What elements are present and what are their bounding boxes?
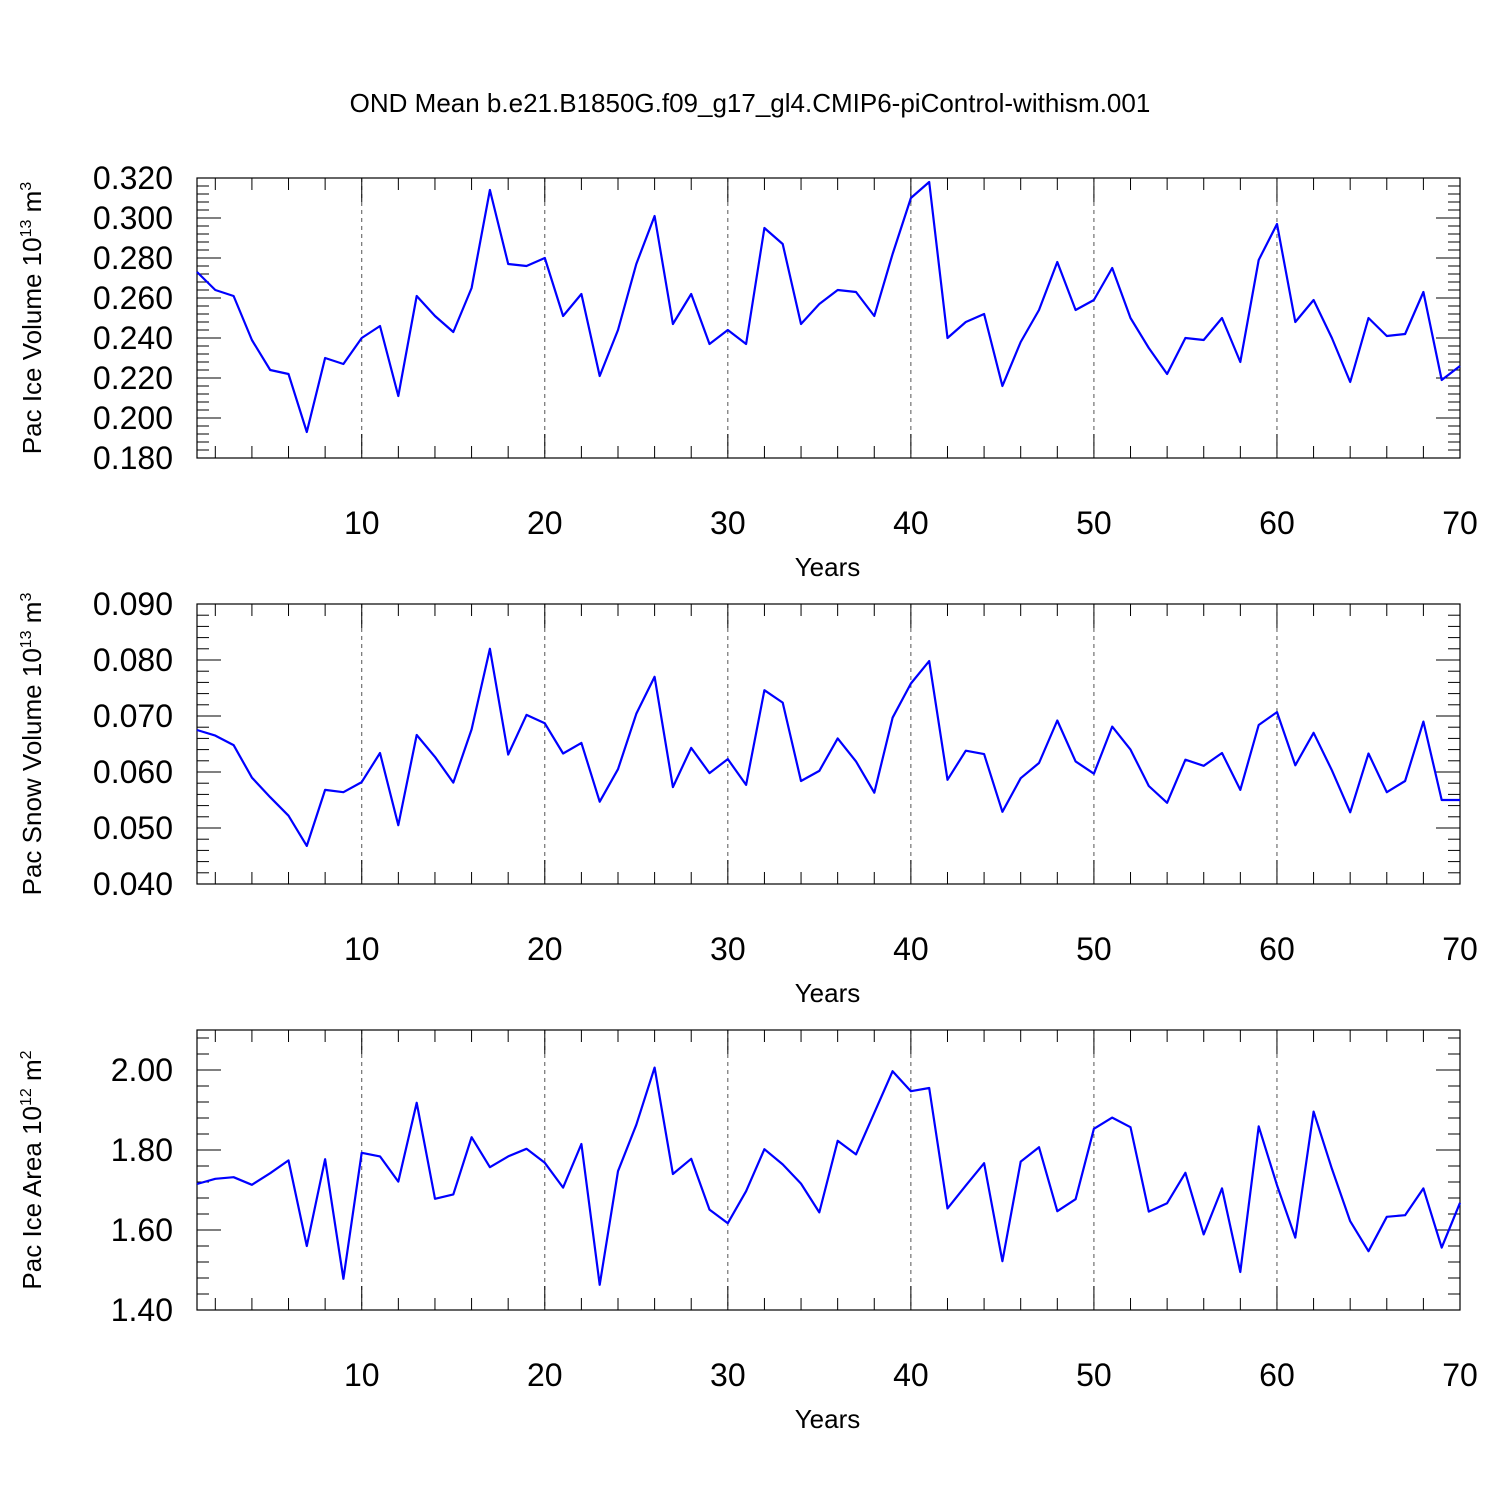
x-tick-label: 50 bbox=[1076, 505, 1112, 541]
x-tick-label: 60 bbox=[1259, 1357, 1295, 1393]
x-tick-label: 50 bbox=[1076, 931, 1112, 967]
y-tick-label: 1.40 bbox=[111, 1292, 173, 1328]
x-tick-label: 60 bbox=[1259, 931, 1295, 967]
figure-title: OND Mean b.e21.B1850G.f09_g17_gl4.CMIP6-… bbox=[349, 88, 1151, 118]
y-tick-label: 0.240 bbox=[93, 320, 173, 356]
y-tick-label: 0.070 bbox=[93, 698, 173, 734]
x-axis-title: Years bbox=[795, 1404, 861, 1434]
y-tick-label: 1.80 bbox=[111, 1132, 173, 1168]
x-tick-label: 10 bbox=[344, 1357, 380, 1393]
y-tick-label: 0.180 bbox=[93, 440, 173, 476]
y-axis-title: Pac Ice Volume 1013 m3 bbox=[17, 182, 47, 455]
x-tick-label: 10 bbox=[344, 931, 380, 967]
x-tick-label: 40 bbox=[893, 1357, 929, 1393]
y-axis-title: Pac Ice Area 1012 m2 bbox=[17, 1050, 47, 1289]
y-tick-label: 0.200 bbox=[93, 400, 173, 436]
series-line bbox=[196, 180, 1461, 434]
series-line bbox=[196, 1066, 1462, 1286]
series-line bbox=[196, 647, 1460, 848]
plot-panel-3: 1.40 1.60 1.80 2.00 10 20 30 40 50 60 70 Years Pac I… bbox=[17, 1029, 1478, 1434]
x-tick-label: 40 bbox=[893, 505, 929, 541]
x-axis-title: Years bbox=[795, 978, 861, 1008]
plot-panel-1: 0.180 0.200 0.220 0.240 0.260 0.280 0.300 0.320… bbox=[17, 160, 1478, 582]
plot-frame bbox=[196, 177, 1461, 459]
plot-frame bbox=[196, 603, 1461, 885]
y-tick-label: 0.050 bbox=[93, 810, 173, 846]
x-tick-label: 50 bbox=[1076, 1357, 1112, 1393]
y-axis-title: Pac Snow Volume 1013 m3 bbox=[17, 593, 47, 896]
y-tick-label: 0.040 bbox=[93, 866, 173, 902]
x-tick-label: 30 bbox=[710, 931, 746, 967]
x-tick-label: 40 bbox=[893, 931, 929, 967]
y-tick-label: 0.260 bbox=[93, 280, 173, 316]
y-tick-label: 0.090 bbox=[93, 586, 173, 622]
y-tick-label: 0.220 bbox=[93, 360, 173, 396]
x-tick-label: 60 bbox=[1259, 505, 1295, 541]
x-tick-label: 20 bbox=[527, 505, 563, 541]
y-tick-label: 0.080 bbox=[93, 642, 173, 678]
x-tick-label: 30 bbox=[710, 1357, 746, 1393]
x-tick-label: 70 bbox=[1442, 1357, 1478, 1393]
x-tick-label: 70 bbox=[1442, 931, 1478, 967]
plot-frame bbox=[196, 1029, 1461, 1311]
y-tick-label: 0.320 bbox=[93, 160, 173, 196]
plot-panel-2: 0.040 0.050 0.060 0.070 0.080 0.090 10 20 30 40 50… bbox=[17, 586, 1478, 1008]
y-tick-label: 2.00 bbox=[111, 1052, 173, 1088]
y-tick-label: 0.300 bbox=[93, 200, 173, 236]
x-tick-label: 10 bbox=[344, 505, 380, 541]
x-tick-label: 30 bbox=[710, 505, 746, 541]
x-tick-label: 20 bbox=[527, 1357, 563, 1393]
y-tick-label: 1.60 bbox=[111, 1212, 173, 1248]
y-tick-label: 0.060 bbox=[93, 754, 173, 790]
x-tick-label: 20 bbox=[527, 931, 563, 967]
x-axis-title: Years bbox=[795, 552, 861, 582]
y-tick-label: 0.280 bbox=[93, 240, 173, 276]
x-tick-label: 70 bbox=[1442, 505, 1478, 541]
